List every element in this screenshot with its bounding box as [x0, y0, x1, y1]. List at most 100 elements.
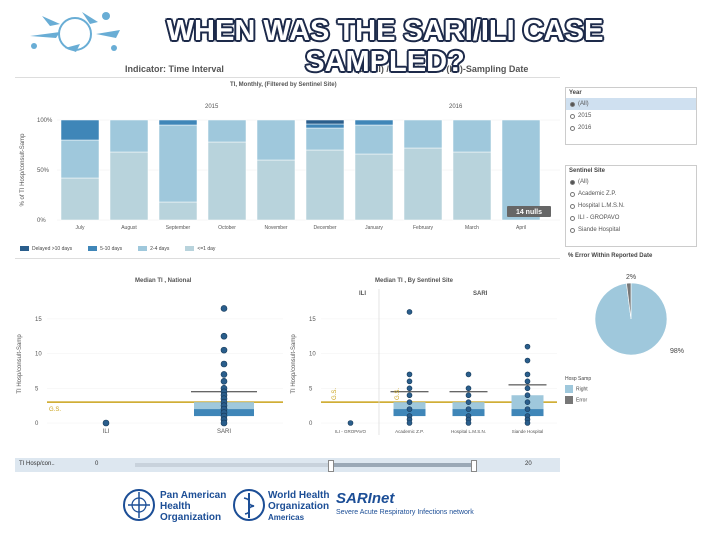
data-point	[524, 378, 531, 385]
paho-emblem-icon	[123, 489, 155, 521]
site-group-sari: SARI	[473, 291, 488, 297]
site-option[interactable]: ILI - GROPAVO	[566, 212, 696, 224]
data-point	[406, 385, 413, 392]
bar-segment	[207, 119, 247, 143]
radio-button[interactable]	[570, 179, 575, 185]
site-option[interactable]: Hospital L.M.S.N.	[566, 200, 696, 212]
data-point	[524, 343, 531, 350]
data-point	[406, 420, 413, 426]
radio-button[interactable]	[570, 125, 575, 131]
data-point	[220, 360, 228, 368]
who-line-1: World Health	[268, 490, 330, 501]
gs-vertical-2: G.S.	[395, 388, 401, 400]
data-point	[465, 399, 472, 405]
slider-handle-left[interactable]	[328, 460, 334, 472]
year-option[interactable]: 2016	[566, 122, 696, 134]
site-option[interactable]: (All)	[566, 176, 696, 188]
sarinet-tagline: Severe Acute Respiratory Infections netw…	[336, 509, 474, 516]
slider-label: TI Hosp/con..	[19, 461, 55, 467]
year-option[interactable]: 2015	[566, 110, 696, 122]
data-point	[406, 309, 413, 315]
bar-legend-item: <=1 day	[185, 246, 215, 252]
bar-segment	[452, 119, 492, 153]
site-option-label: Siande Hospital	[578, 227, 621, 233]
data-point	[220, 378, 228, 385]
pie-small-label: 2%	[626, 274, 636, 281]
dot-y-axis-label: TI Hosp/consult-Samp	[291, 334, 297, 394]
data-point	[524, 406, 531, 412]
pie-legend-item: Right	[565, 385, 697, 393]
radio-button[interactable]	[570, 215, 575, 221]
data-point	[465, 385, 472, 392]
legend-label: Error	[576, 397, 588, 404]
legend-label: Right	[576, 386, 588, 393]
data-point	[465, 392, 472, 399]
bar-segment	[60, 139, 100, 179]
ti-filter-slider[interactable]: TI Hosp/con.. 0 20	[15, 458, 560, 472]
data-point	[524, 399, 531, 405]
paho-line-1: Pan American	[160, 490, 227, 501]
bar-segment	[354, 119, 394, 126]
data-point	[406, 406, 413, 412]
slide-title: WHEN WAS THE SARI/ILI CASE SAMPLED?	[166, 15, 604, 78]
bar-legend-item: 5-10 days	[88, 246, 122, 252]
legend-swatch	[565, 385, 573, 393]
paho-name: Pan American Health Organization	[160, 490, 226, 523]
pie-legend-item: Error	[565, 396, 697, 404]
median-site-title: Median TI , By Sentinel Site	[375, 278, 454, 284]
filter-panel: Year (All) 2015 2016 Sentinel Site (All) Ac…	[565, 87, 697, 407]
radio-button[interactable]	[570, 227, 575, 233]
year-option-label: 2015	[578, 113, 592, 119]
site-option[interactable]: Academic Z.P.	[566, 188, 696, 200]
data-point	[465, 371, 472, 378]
dot-y-tick: 15	[309, 317, 316, 323]
pie-legend-title: Hosp Samp	[565, 376, 592, 382]
site-option[interactable]: Siande Hospital	[566, 224, 696, 236]
gs-vertical-1: G.S.	[332, 388, 338, 400]
legend-label: 5-10 days	[100, 246, 123, 252]
bar-segment	[256, 159, 296, 221]
data-point	[524, 392, 531, 399]
bar-y-axis-label: % of TI Hosp/consult-Samp	[20, 133, 26, 207]
bar-segment	[403, 147, 443, 221]
bar-segment	[354, 153, 394, 221]
dot-x-tick: Siande Hospital	[512, 429, 544, 434]
radio-button[interactable]	[570, 101, 575, 107]
data-point	[524, 371, 531, 378]
data-point	[406, 378, 413, 385]
bar-x-tick: August	[121, 225, 137, 231]
error-title: % Error Within Reported Date	[568, 253, 653, 259]
legend-swatch	[20, 246, 29, 252]
bar-legend-item: Delayed >10 days	[20, 246, 72, 252]
slider-handle-right[interactable]	[471, 460, 477, 472]
footer-logos: Pan American Health Organization World H…	[0, 482, 720, 540]
sarinet-name: SARInet	[336, 490, 395, 507]
data-point	[220, 371, 228, 378]
year-option[interactable]: (All)	[566, 98, 696, 110]
dot-x-tick: Academic Z.P.	[395, 429, 424, 434]
bar-segment	[158, 124, 198, 203]
median-site-plot: TI Hosp/consult-Samp 15 10 5 0 ILI - GROPAVO A…	[291, 289, 557, 435]
nulls-badge-text: 14 nulls	[516, 209, 542, 216]
bar-x-tick: January	[365, 225, 383, 231]
slider-track[interactable]	[135, 463, 475, 467]
data-point	[406, 392, 413, 399]
radio-button[interactable]	[570, 113, 575, 119]
bar-legend: Delayed >10 days 5-10 days 2-4 days <=1 day	[20, 246, 340, 252]
year-filter-title: Year	[569, 90, 582, 96]
dashboard: Indicator: Time Interval (SARI) /Consult…	[15, 60, 560, 480]
radio-button[interactable]	[570, 191, 575, 197]
bar-x-tick: February	[413, 225, 434, 231]
data-point	[220, 305, 228, 312]
bar-segment	[354, 124, 394, 155]
slider-range	[331, 463, 473, 467]
slider-max-value: 20	[525, 461, 532, 467]
legend-label: Delayed >10 days	[32, 246, 73, 252]
indicator-fragment: (SARI)	[356, 64, 384, 74]
bar-x-tick: November	[264, 225, 287, 231]
who-line-3: Americas	[268, 513, 305, 522]
bar-segment	[158, 119, 198, 126]
year-label-2016: 2016	[449, 104, 463, 110]
radio-button[interactable]	[570, 203, 575, 209]
indicator-prefix: Indicator: Time Interval	[125, 64, 224, 74]
